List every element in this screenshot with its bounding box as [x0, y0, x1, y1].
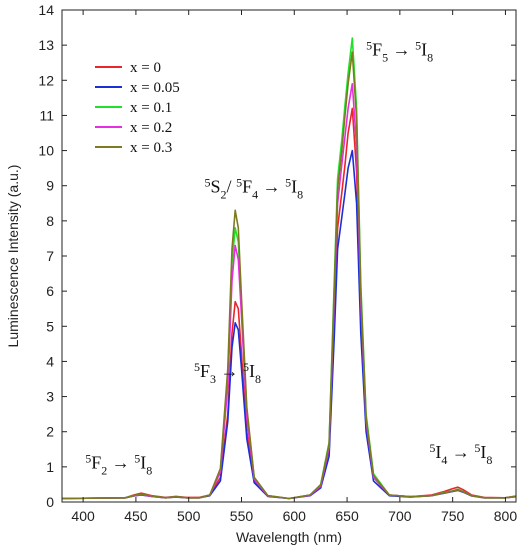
y-tick-label: 10: [38, 143, 54, 159]
legend-label-2: x = 0.1: [130, 100, 172, 116]
x-axis-title: Wavelength (nm): [236, 529, 342, 545]
y-tick-label: 9: [46, 178, 54, 194]
y-tick-label: 4: [46, 353, 54, 369]
x-tick-label: 500: [177, 508, 201, 524]
x-tick-label: 450: [124, 508, 148, 524]
x-tick-label: 750: [441, 508, 465, 524]
y-tick-label: 8: [46, 213, 54, 229]
x-tick-label: 600: [283, 508, 307, 524]
y-tick-label: 2: [46, 424, 54, 440]
x-tick-label: 400: [71, 508, 95, 524]
x-tick-label: 800: [494, 508, 518, 524]
y-tick-label: 7: [46, 248, 54, 264]
y-tick-label: 1: [46, 459, 54, 475]
legend-label-0: x = 0: [130, 60, 161, 76]
ticks-layer: 400 450 500 550 600 650 700 750 8000123456789101…: [38, 2, 517, 524]
y-tick-label: 5: [46, 318, 54, 334]
annotation-3: 5F2 → 5I8: [85, 452, 152, 478]
y-tick-label: 11: [39, 107, 54, 123]
legend-label-1: x = 0.05: [130, 80, 180, 96]
y-axis-title: Luminescence Intensity (a.u.): [5, 165, 21, 348]
legend: x = 0 x = 0.05 x = 0.1 x = 0.2 x = 0.3: [95, 60, 180, 156]
legend-label-3: x = 0.2: [130, 120, 172, 136]
x-tick-label: 550: [230, 508, 254, 524]
y-tick-label: 13: [38, 37, 54, 53]
x-tick-label: 650: [335, 508, 359, 524]
y-tick-label: 0: [46, 494, 54, 510]
annotation-0: 5F5 → 5I8: [366, 39, 433, 65]
annotation-layer: 5F5 → 5I8 5S2/ 5F4 → 5I8 5F3 → 5I8 5F2 → 5I…: [85, 39, 492, 478]
x-tick-label: 700: [388, 508, 412, 524]
annotation-2: 5F3 → 5I8: [194, 360, 261, 386]
annotation-1: 5S2/ 5F4 → 5I8: [205, 176, 304, 202]
y-tick-label: 14: [38, 2, 54, 18]
y-tick-label: 3: [46, 389, 54, 405]
annotation-4: 5I4 → 5I8: [429, 441, 492, 467]
y-tick-label: 12: [38, 72, 54, 88]
y-tick-label: 6: [46, 283, 54, 299]
legend-label-4: x = 0.3: [130, 140, 172, 156]
